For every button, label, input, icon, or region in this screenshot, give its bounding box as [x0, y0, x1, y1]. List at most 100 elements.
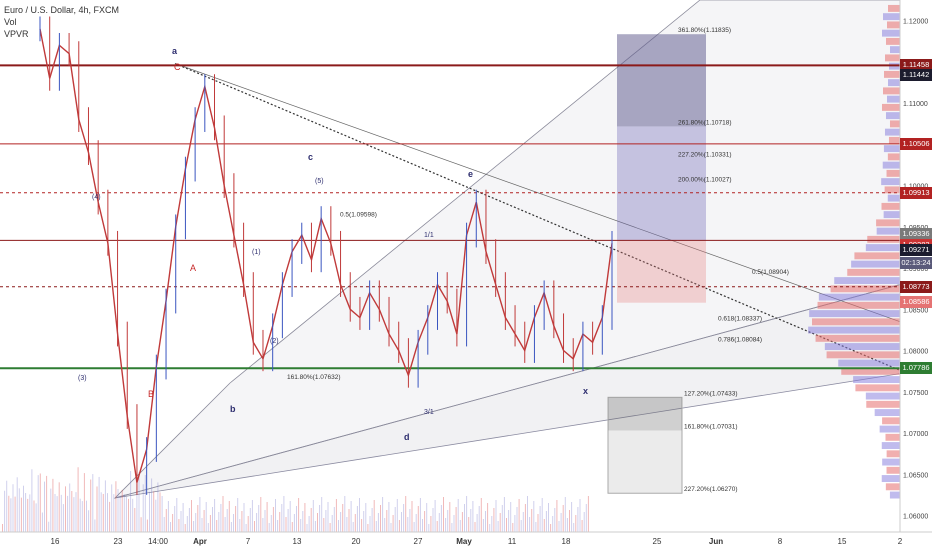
- volume-bar: [16, 477, 18, 532]
- volume-bar: [407, 517, 409, 532]
- time-tick-label: 27: [414, 537, 423, 546]
- price-tick-label: 1.09000: [903, 266, 928, 273]
- volume-bar: [132, 498, 134, 532]
- volume-bar: [86, 500, 87, 532]
- volume-bar: [12, 484, 14, 532]
- price-tick-label: 1.06000: [903, 514, 928, 521]
- wave-label: e: [468, 169, 473, 179]
- profile-row: [882, 417, 900, 425]
- profile-row: [865, 392, 900, 400]
- volume-bar: [314, 521, 316, 532]
- volume-bar: [2, 524, 3, 532]
- price-line: [39, 28, 613, 483]
- volume-bar: [18, 488, 20, 532]
- volume-bar: [487, 503, 489, 532]
- profile-row: [885, 433, 900, 441]
- volume-bar: [117, 489, 119, 532]
- profile-row: [865, 244, 900, 252]
- volume-bar: [419, 498, 421, 532]
- volume-bar: [403, 504, 405, 532]
- volume-bar: [249, 508, 251, 532]
- volume-bar: [571, 502, 573, 532]
- volume-bar: [485, 511, 486, 532]
- volume-bar: [461, 512, 463, 532]
- volume-bar: [233, 514, 234, 532]
- profile-row: [881, 475, 900, 483]
- volume-bar: [411, 501, 413, 532]
- price-tag: 02:13:24: [900, 257, 932, 270]
- volume-bar: [508, 510, 510, 532]
- volume-profile: [808, 4, 900, 499]
- volume-bar: [480, 498, 482, 532]
- volume-bar: [298, 498, 300, 532]
- volume-bar: [186, 516, 188, 532]
- volume-bar: [310, 508, 312, 532]
- volume-bar: [136, 477, 138, 532]
- volume-bar: [457, 499, 459, 532]
- volume-bar: [384, 518, 386, 532]
- volume-bar: [256, 513, 258, 532]
- time-tick-label: Apr: [193, 537, 207, 546]
- fib-label: 227.20%(1.06270): [684, 486, 738, 493]
- volume-bar: [235, 506, 237, 532]
- profile-row: [887, 194, 900, 202]
- volume-bar: [291, 522, 293, 532]
- profile-row: [887, 153, 900, 161]
- wave-label: a: [172, 46, 178, 56]
- wave-label: x: [583, 386, 588, 396]
- price-tag: 1.09913: [900, 186, 932, 199]
- profile-row: [886, 169, 900, 177]
- profile-row: [888, 136, 900, 144]
- wave-label: (1): [252, 249, 261, 256]
- profile-row: [887, 21, 900, 29]
- volume-bar: [449, 502, 451, 532]
- fib-label: 161.80%(1.07632): [287, 374, 341, 381]
- volume-bar: [392, 515, 394, 532]
- trendline-dotted: [174, 62, 901, 371]
- volume-bar: [342, 504, 344, 532]
- volume-bar: [230, 522, 232, 532]
- price-tick-label: 1.11000: [903, 101, 928, 108]
- volume-bar: [46, 475, 48, 532]
- volume-bar: [285, 517, 287, 532]
- indicator-vol[interactable]: Vol: [4, 17, 17, 27]
- volume-bar: [459, 520, 461, 532]
- volume-bar: [23, 485, 24, 532]
- volume-bar: [451, 523, 453, 532]
- volume-bar: [497, 521, 499, 532]
- volume-bar: [134, 507, 136, 532]
- volume-bar: [37, 475, 39, 532]
- volume-bar: [224, 517, 226, 532]
- indicator-vpvr[interactable]: VPVR: [4, 29, 29, 39]
- volume-bar: [212, 507, 213, 532]
- volume-bar: [216, 520, 218, 532]
- projection-box-top: [608, 397, 682, 431]
- volume-bar: [426, 503, 428, 532]
- volume-bar: [489, 524, 491, 532]
- target-zone: [617, 34, 706, 241]
- profile-row: [882, 458, 900, 466]
- profile-row: [886, 95, 900, 103]
- volume-bar: [503, 497, 505, 532]
- volume-bar: [581, 520, 583, 532]
- volume-bar: [506, 518, 507, 532]
- volume-bar: [289, 501, 291, 532]
- volume-bar: [308, 516, 310, 532]
- volume-bar: [302, 511, 304, 532]
- stop-zone: [617, 240, 706, 303]
- price-tick-label: 1.07500: [903, 390, 928, 397]
- volume-bar: [247, 516, 249, 532]
- volume-bar: [516, 507, 518, 532]
- profile-row: [809, 310, 900, 318]
- volume-bar: [94, 519, 96, 532]
- profile-row: [881, 178, 900, 186]
- wave-label: B: [148, 389, 154, 399]
- volume-bar: [434, 500, 436, 532]
- volume-bar: [327, 502, 329, 532]
- profile-row: [854, 252, 900, 260]
- profile-row: [812, 318, 900, 326]
- fib-label: 361.80%(1.11835): [678, 27, 731, 34]
- volume-bar: [14, 496, 16, 532]
- volume-bar: [413, 522, 415, 532]
